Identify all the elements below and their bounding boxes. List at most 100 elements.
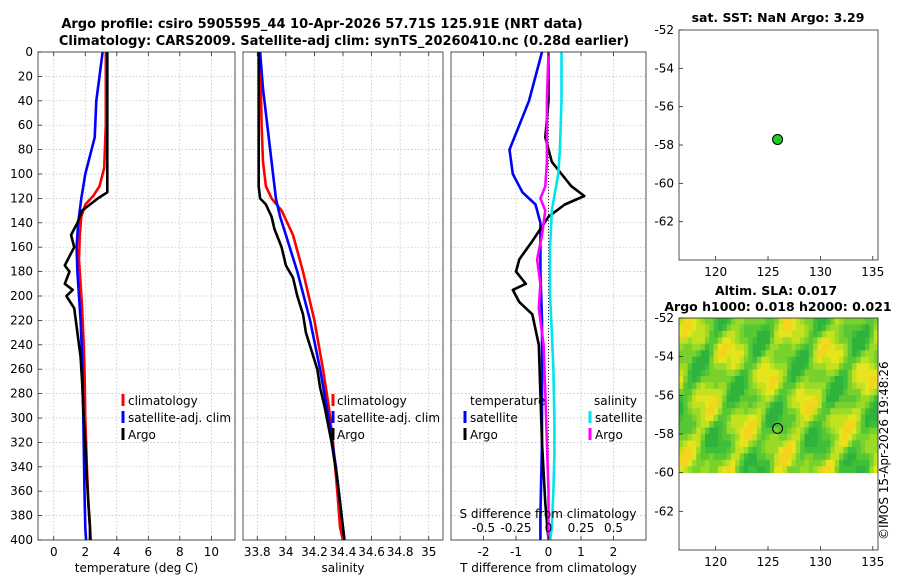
heatmap-cell (787, 414, 792, 422)
heatmap-cell (800, 350, 805, 358)
heatmap-cell (726, 446, 732, 454)
heatmap-cell (791, 337, 797, 345)
heatmap-cell (726, 408, 732, 416)
heatmap-cell (834, 466, 840, 474)
y-tick-label: 0 (25, 45, 33, 59)
heatmap-cell (843, 363, 849, 370)
heatmap-cell (722, 363, 727, 370)
heatmap-cell (730, 440, 736, 448)
heatmap-cell (683, 324, 689, 332)
x-tick-label: 0 (50, 545, 58, 559)
heatmap-cell (739, 453, 745, 461)
heatmap-cell (787, 434, 792, 441)
heatmap-cell (821, 356, 827, 364)
heatmap-cell (843, 421, 849, 428)
heatmap-cell (873, 453, 879, 461)
heatmap-cell (704, 395, 710, 403)
heatmap-cell (843, 318, 849, 325)
series-line-s-argo (535, 51, 550, 540)
heatmap-cell (700, 401, 706, 409)
map-x-tick-label: 135 (861, 555, 884, 569)
heatmap-cell (787, 382, 792, 390)
heatmap-cell (800, 434, 805, 441)
heatmap-cell (696, 330, 702, 338)
heatmap-cell (704, 318, 710, 325)
heatmap-cell (865, 414, 870, 422)
heatmap-cell (700, 350, 706, 358)
heatmap-cell (852, 382, 857, 390)
heatmap-cell (743, 459, 749, 467)
heatmap-cell (735, 434, 740, 441)
heatmap-cell (739, 421, 745, 428)
heatmap-cell (865, 388, 870, 396)
heatmap-cell (843, 427, 849, 435)
heatmap-cell (756, 421, 762, 428)
heatmap-cell (769, 343, 775, 351)
heatmap-cell (834, 356, 840, 364)
heatmap-cell (847, 337, 853, 345)
heatmap-cell (700, 427, 706, 435)
heatmap-cell (709, 324, 715, 332)
heatmap-cell (873, 369, 879, 377)
heatmap-cell (752, 376, 758, 383)
legend-title-salinity: salinity (594, 394, 637, 408)
heatmap-cell (743, 408, 749, 416)
heatmap-cell (821, 414, 827, 422)
heatmap-cell (826, 330, 831, 338)
heatmap-cell (817, 369, 823, 377)
heatmap-cell (709, 453, 715, 461)
heatmap-cell (817, 427, 823, 435)
heatmap-cell (826, 401, 831, 409)
heatmap-cell (735, 356, 740, 364)
heatmap-cell (691, 382, 697, 390)
heatmap-cell (717, 356, 723, 364)
heatmap-cell (739, 440, 745, 448)
heatmap-cell (739, 363, 745, 370)
heatmap-cell (756, 337, 762, 345)
heatmap-cell (761, 434, 766, 441)
heatmap-cell (709, 466, 715, 474)
heatmap-cell (817, 382, 823, 390)
heatmap-cell (856, 388, 862, 396)
heatmap-cell (869, 459, 875, 467)
heatmap-cell (687, 376, 693, 383)
heatmap-cell (765, 459, 771, 467)
heatmap-cell (730, 369, 736, 377)
heatmap-cell (782, 369, 788, 377)
heatmap-cell (843, 434, 849, 441)
heatmap-cell (808, 376, 814, 383)
heatmap-cell (869, 369, 875, 377)
heatmap-cell (761, 459, 766, 467)
heatmap-cell (769, 395, 775, 403)
heatmap-cell (752, 427, 758, 435)
heatmap-cell (795, 395, 801, 403)
heatmap-cell (696, 427, 702, 435)
heatmap-cell (700, 318, 706, 325)
heatmap-cell (817, 324, 823, 332)
heatmap-cell (752, 356, 758, 364)
heatmap-cell (704, 350, 710, 358)
heatmap-cell (730, 376, 736, 383)
heatmap-cell (800, 395, 805, 403)
heatmap-cell (700, 414, 706, 422)
heatmap-cell (691, 318, 697, 325)
heatmap-cell (860, 337, 866, 345)
heatmap-cell (830, 414, 836, 422)
heatmap-cell (813, 356, 818, 364)
heatmap-cell (683, 466, 689, 474)
x2-tick-label: 0.5 (604, 521, 623, 535)
heatmap-cell (709, 408, 715, 416)
legend-label-argo: Argo (128, 428, 156, 442)
heatmap-cell (679, 401, 684, 409)
heatmap-cell (696, 337, 702, 345)
heatmap-cell (735, 337, 740, 345)
heatmap-cell (839, 376, 844, 383)
heatmap-cell (713, 440, 719, 448)
heatmap-cell (769, 446, 775, 454)
heatmap-cell (813, 446, 818, 454)
heatmap-cell (826, 324, 831, 332)
heatmap-cell (865, 324, 870, 332)
heatmap-cell (817, 330, 823, 338)
heatmap-cell (834, 453, 840, 461)
heatmap-cell (860, 369, 866, 377)
